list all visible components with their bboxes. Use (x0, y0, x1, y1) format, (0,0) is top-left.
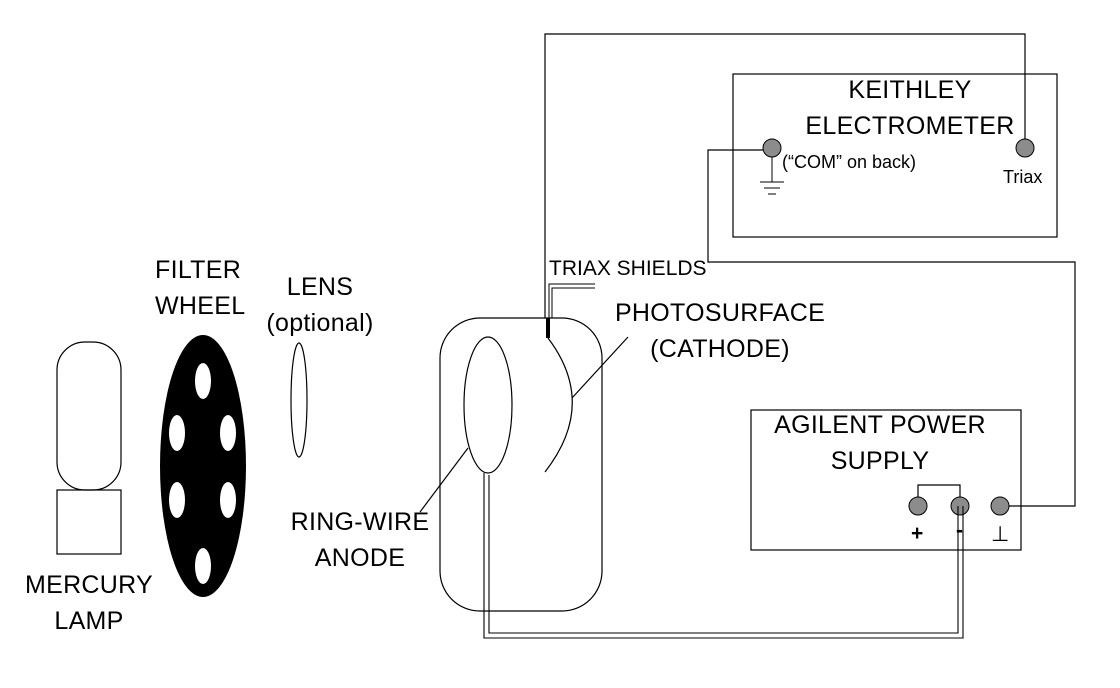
photosurface-label: PHOTOSURFACE (CATHODE) (612, 301, 828, 362)
agilent-box (750, 409, 1022, 551)
phototube-envelope (439, 317, 603, 612)
lamp-base (56, 489, 122, 555)
mercury-lamp (56, 341, 122, 555)
plus-terminal (908, 496, 928, 516)
ring-wire-anode-label: RING-WIRE ANODE (280, 510, 440, 571)
triax-terminal (1015, 138, 1035, 158)
com-note-label: (“COM” on back) (782, 152, 917, 172)
agilent-label: AGILENT POWER SUPPLY (760, 413, 1000, 474)
anode-pointer (419, 447, 469, 513)
filter-hole (195, 363, 211, 399)
agilent-label-line2: SUPPLY (830, 447, 930, 475)
plus-jumper-wire (917, 484, 961, 497)
com-to-ground-wire (707, 149, 1076, 507)
lens-label: LENS (optional) (245, 275, 395, 336)
triax-shield (544, 33, 1026, 338)
cathode-pointer (571, 336, 629, 399)
photosurface-label-line1: PHOTOSURFACE (614, 299, 826, 327)
filter-wheel-label: FILTER WHEEL (155, 258, 245, 319)
minus-terminal-label: - (956, 519, 963, 542)
ground-icon (760, 157, 784, 195)
filter-wheel-label-line1: FILTER (155, 256, 242, 284)
plus-terminal-label: + (911, 522, 924, 545)
filter-hole (169, 482, 185, 518)
filter-wheel-label-line2: WHEEL (155, 292, 246, 320)
keithley-label: KEITHLEY ELECTROMETER (790, 78, 1030, 139)
ring-wire-anode-shape (463, 336, 513, 474)
keithley-label-line1: KEITHLEY (848, 76, 972, 104)
agilent-label-line1: AGILENT POWER (774, 411, 986, 439)
photosurface-cathode-shape (544, 337, 573, 473)
keithley-box (732, 73, 1058, 238)
triax-terminal-label: Triax (1003, 167, 1043, 187)
mercury-lamp-label-line2: LAMP (54, 607, 124, 635)
ground-terminal-label: ⊥ (991, 523, 1010, 546)
lens-label-line1: LENS (286, 273, 354, 301)
photosurface-label-line2: (CATHODE) (650, 335, 790, 363)
mercury-lamp-label: MERCURY LAMP (14, 573, 164, 634)
filter-hole (220, 482, 236, 518)
filter-wheel-disk (160, 335, 246, 597)
filter-hole (169, 415, 185, 451)
ring-wire-anode-label-line1: RING-WIRE (290, 508, 430, 536)
phototube (419, 317, 629, 612)
keithley-label-line2: ELECTROMETER (805, 112, 1015, 140)
filter-wheel (160, 335, 246, 597)
mercury-lamp-label-line1: MERCURY (24, 571, 154, 599)
minus-terminal (950, 496, 970, 516)
anode-wire (483, 473, 964, 639)
lamp-bulb (56, 341, 122, 491)
lens-shape (290, 342, 308, 458)
lens-label-line2: (optional) (266, 309, 374, 337)
ground-terminal (990, 496, 1010, 516)
ring-wire-anode-label-line2: ANODE (314, 544, 406, 572)
filter-hole (195, 548, 211, 584)
triax-shields-label: TRIAX SHIELDS (549, 257, 707, 280)
com-terminal (762, 138, 782, 158)
filter-hole (220, 415, 236, 451)
